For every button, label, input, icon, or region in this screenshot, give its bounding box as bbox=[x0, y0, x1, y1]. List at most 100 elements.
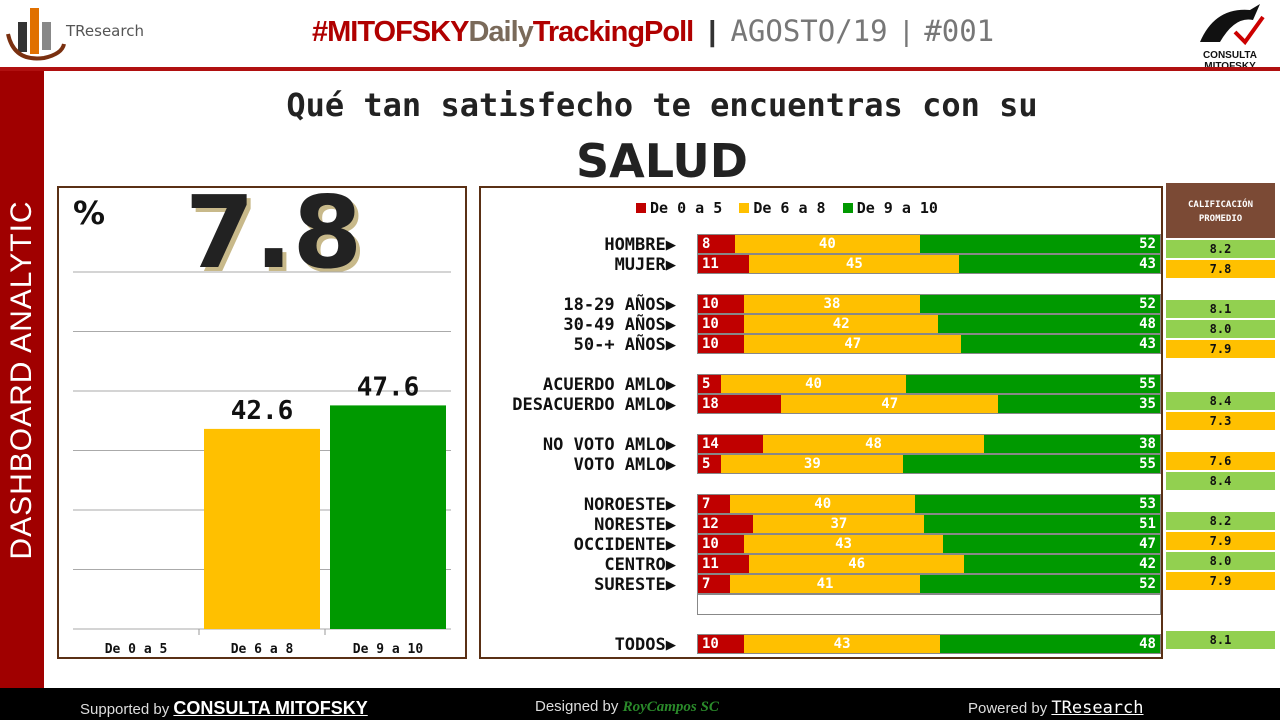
row-label-text: OCCIDENTE bbox=[573, 535, 666, 555]
mitofsky-bird-icon bbox=[1200, 4, 1265, 46]
stacked-bar: 14 48 38 bbox=[697, 434, 1161, 454]
row-label: 18-29 AÑOS▶ bbox=[476, 295, 676, 315]
avg-score: 8.4 bbox=[1166, 392, 1275, 410]
arrow-right-icon: ▶ bbox=[665, 515, 676, 535]
row-label-text: NORESTE bbox=[594, 515, 666, 535]
segment-high: 43 bbox=[959, 255, 1160, 273]
segment-low: 11 bbox=[698, 555, 750, 573]
stacked-bar: 10 47 43 bbox=[697, 334, 1161, 354]
legend-low: De 0 a 5 bbox=[636, 199, 722, 217]
category-label: De 0 a 5 bbox=[105, 642, 168, 657]
avg-score: 7.8 bbox=[1166, 260, 1275, 278]
sidebar-label: DASHBOARD ANALYTIC bbox=[5, 199, 38, 560]
row-label: 50-+ AÑOS▶ bbox=[476, 335, 676, 355]
bar-2 bbox=[330, 405, 446, 629]
avg-score: 8.4 bbox=[1166, 472, 1275, 490]
stacked-bar: 10 38 52 bbox=[697, 294, 1161, 314]
stacked-bar: 10 43 48 bbox=[697, 634, 1161, 654]
segment-high: 43 bbox=[961, 335, 1160, 353]
avg-score: 7.9 bbox=[1166, 340, 1275, 358]
segment-mid: 43 bbox=[744, 535, 943, 553]
bar-value-label: 42.6 bbox=[231, 396, 294, 426]
stacked-bar: 11 45 43 bbox=[697, 254, 1161, 274]
segment-low: 5 bbox=[698, 455, 722, 473]
segment-mid: 40 bbox=[730, 495, 916, 513]
legend-label: De 0 a 5 bbox=[650, 199, 723, 217]
segment-high: 38 bbox=[984, 435, 1160, 453]
title-separator: | bbox=[902, 16, 910, 48]
row-label: TODOS▶ bbox=[476, 635, 676, 655]
segment-mid: 47 bbox=[744, 335, 962, 353]
segment-low: 10 bbox=[698, 295, 745, 313]
row-label-text: DESACUERDO AMLO bbox=[512, 395, 666, 415]
stacked-bar: 8 40 52 bbox=[697, 234, 1161, 254]
segment-low: 7 bbox=[698, 575, 731, 593]
avg-score: 8.1 bbox=[1166, 631, 1275, 649]
row-label-text: ACUERDO AMLO bbox=[542, 375, 666, 395]
segment-mid: 45 bbox=[749, 255, 960, 273]
stacked-bar: 12 37 51 bbox=[697, 514, 1161, 534]
segment-mid: 39 bbox=[721, 455, 904, 473]
powered-by-label: Powered by bbox=[968, 700, 1048, 717]
title-period: AGOSTO/19 bbox=[730, 14, 888, 48]
arrow-right-icon: ▶ bbox=[665, 235, 676, 255]
header: TResearch #MITOFSKYDailyTrackingPoll | A… bbox=[0, 0, 1280, 72]
segment-high: 52 bbox=[919, 295, 1160, 313]
segment-mid: 40 bbox=[721, 375, 906, 393]
avg-score: 7.6 bbox=[1166, 452, 1275, 470]
arrow-right-icon: ▶ bbox=[665, 575, 676, 595]
segment-mid: 41 bbox=[730, 575, 920, 593]
category-label: De 9 a 10 bbox=[353, 642, 424, 657]
segment-mid: 40 bbox=[734, 235, 920, 253]
bar-value-label: 47.6 bbox=[357, 372, 420, 402]
avg-score: 8.0 bbox=[1166, 552, 1275, 570]
segment-mid: 38 bbox=[744, 295, 920, 313]
row-label-text: VOTO AMLO bbox=[573, 455, 666, 475]
title-daily: Daily bbox=[468, 16, 533, 48]
row-label: OCCIDENTE▶ bbox=[476, 535, 676, 555]
row-label: SURESTE▶ bbox=[476, 575, 676, 595]
chart-legend: De 0 a 5 De 6 a 8 De 9 a 10 bbox=[630, 198, 944, 217]
row-label: CENTRO▶ bbox=[476, 555, 676, 575]
summary-chart-panel: % 7.8 De 0 a 5 42.6 De 6 a 8 47.6 De 9 a 10 bbox=[57, 174, 467, 659]
arrow-right-icon: ▶ bbox=[665, 635, 676, 655]
row-label: NO VOTO AMLO▶ bbox=[476, 435, 676, 455]
segment-mid: 47 bbox=[781, 395, 999, 413]
segment-mid: 46 bbox=[749, 555, 964, 573]
stacked-bar: 18 47 35 bbox=[697, 394, 1161, 414]
segment-mid: 48 bbox=[762, 435, 985, 453]
supported-by-label: Supported by bbox=[80, 701, 170, 718]
segment-high: 55 bbox=[903, 455, 1160, 473]
arrow-right-icon: ▶ bbox=[665, 555, 676, 575]
segment-high: 47 bbox=[942, 535, 1160, 553]
bars-logo-icon bbox=[6, 8, 66, 61]
row-label-text: NOROESTE bbox=[583, 495, 666, 515]
title-tracking: TrackingPoll bbox=[532, 16, 694, 48]
category-label: De 6 a 8 bbox=[231, 642, 294, 657]
question-title: Qué tan satisfecho te encuentras con su bbox=[286, 86, 1038, 124]
powered-by-link[interactable]: TResearch bbox=[1051, 698, 1144, 718]
stacked-bar: 7 41 52 bbox=[697, 574, 1161, 594]
avg-score: 7.9 bbox=[1166, 532, 1275, 550]
header-title: #MITOFSKYDailyTrackingPoll | AGOSTO/19 |… bbox=[312, 14, 994, 49]
arrow-right-icon: ▶ bbox=[665, 395, 676, 415]
row-label: HOMBRE▶ bbox=[476, 235, 676, 255]
segment-low: 8 bbox=[698, 235, 735, 253]
stacked-bar: 5 40 55 bbox=[697, 374, 1161, 394]
row-label-text: CENTRO bbox=[604, 555, 666, 575]
designer-name: RoyCampos SC bbox=[622, 699, 719, 715]
avg-score: 8.2 bbox=[1166, 512, 1275, 530]
supported-by-link[interactable]: CONSULTA MITOFSKY bbox=[173, 698, 368, 718]
row-label-text: MUJER bbox=[614, 255, 666, 275]
segment-high: 52 bbox=[919, 235, 1160, 253]
legend-high: De 9 a 10 bbox=[842, 199, 938, 217]
footer-powered: Powered by TResearch bbox=[968, 698, 1144, 718]
designed-by-label: Designed by bbox=[535, 698, 619, 715]
avg-header: CALIFICACIÓN PROMEDIO bbox=[1166, 183, 1275, 238]
row-label-text: TODOS bbox=[614, 635, 666, 655]
footer-designed: Designed by RoyCampos SC bbox=[535, 698, 719, 716]
segment-low: 11 bbox=[698, 255, 750, 273]
legend-label: De 6 a 8 bbox=[753, 199, 826, 217]
segment-high: 53 bbox=[915, 495, 1160, 513]
tresearch-logo bbox=[4, 4, 66, 62]
